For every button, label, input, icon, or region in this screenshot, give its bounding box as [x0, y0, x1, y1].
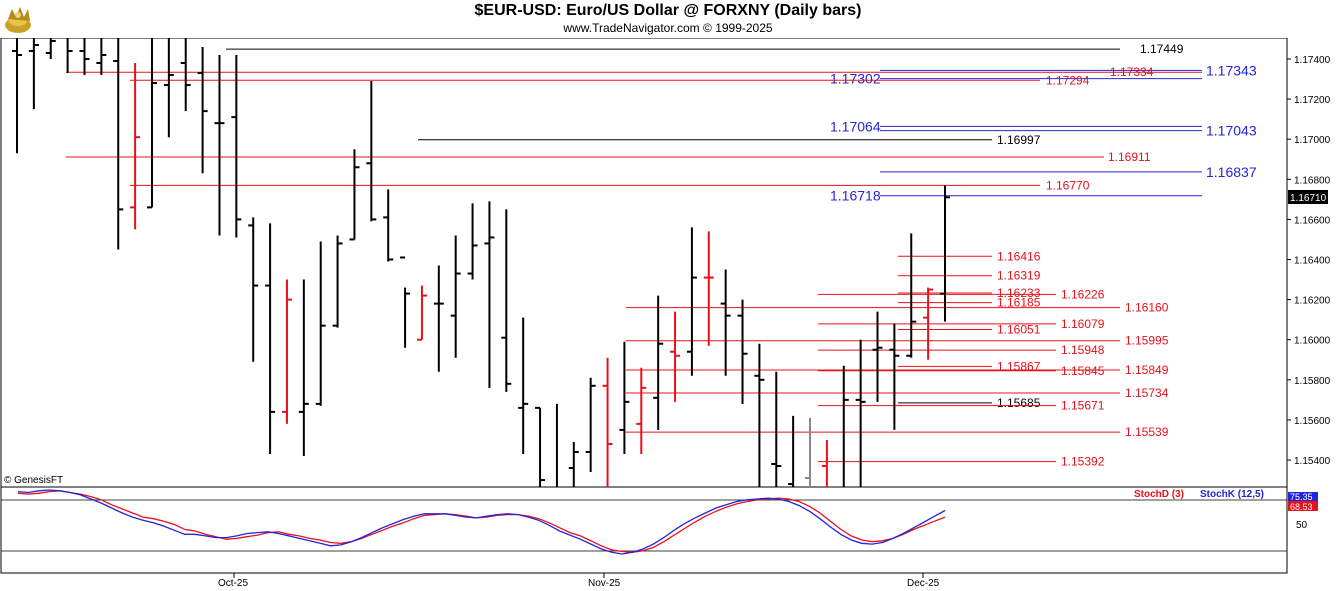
- price-tick-label: 1.15400: [1294, 456, 1331, 467]
- level-label: 1.17043: [1206, 123, 1257, 139]
- price-panel: [0, 37, 1288, 488]
- level-label: 1.16051: [997, 322, 1041, 336]
- level-label: 1.15734: [1125, 386, 1169, 400]
- chart-subtitle: www.TradeNavigator.com © 1999-2025: [563, 21, 773, 35]
- level-label: 1.15539: [1125, 425, 1169, 439]
- price-tick-label: 1.16200: [1294, 296, 1331, 307]
- level-label: 1.15948: [1061, 343, 1105, 357]
- level-label: 1.15671: [1061, 399, 1105, 413]
- price-tick-label: 1.16400: [1294, 256, 1331, 267]
- date-axis-ticks: Oct-25 Nov-25 Dec-25: [218, 573, 940, 589]
- level-label: 1.16416: [997, 249, 1041, 263]
- level-label: 1.15849: [1125, 363, 1169, 377]
- level-label: 1.17343: [1206, 62, 1257, 78]
- level-label: 1.16160: [1125, 301, 1169, 315]
- trading-bull-logo: [5, 7, 31, 33]
- level-label: 1.17302: [830, 71, 881, 87]
- level-lines: 1.17449 1.17343 1.17334 1.17302 1.17294 1.170…: [66, 42, 1257, 469]
- level-label: 1.16185: [997, 296, 1041, 310]
- level-label: 1.17064: [830, 118, 881, 134]
- level-label: 1.17334: [1110, 65, 1154, 79]
- price-tick-label: 1.17400: [1294, 55, 1331, 66]
- level-label: 1.15685: [997, 396, 1041, 410]
- stochk-last-box: [1288, 492, 1318, 501]
- stochastic-lines: [17, 489, 946, 555]
- level-label: 1.16233: [997, 286, 1041, 300]
- date-tick-label: Dec-25: [907, 578, 940, 589]
- level-label: 1.15845: [1061, 364, 1105, 378]
- indicator-panel: [0, 486, 1288, 574]
- level-label: 1.17449: [1140, 42, 1184, 56]
- last-price-box: [1288, 190, 1328, 204]
- stoch-50-tick: 50: [1296, 520, 1308, 531]
- level-label: 1.16718: [830, 188, 881, 204]
- price-tick-label: 1.16600: [1294, 215, 1331, 226]
- stochd-last-box: [1288, 501, 1318, 511]
- stochk-legend: StochK (12,5): [1200, 489, 1264, 500]
- stochd-last-value: 68.53: [1290, 502, 1313, 512]
- level-label: 1.16319: [997, 269, 1041, 283]
- price-tick-label: 1.15800: [1294, 376, 1331, 387]
- stoch-line: [17, 489, 946, 555]
- level-label: 1.15392: [1061, 455, 1105, 469]
- price-tick-label: 1.16800: [1294, 175, 1331, 186]
- chart-header: $EUR-USD: Euro/US Dollar @ FORXNY (Daily…: [0, 0, 1336, 38]
- level-label: 1.16911: [1108, 150, 1151, 164]
- level-label: 1.16770: [1046, 178, 1090, 192]
- price-bars: [12, 38, 950, 487]
- level-label: 1.17294: [1046, 73, 1090, 87]
- stochk-last-value: 75.35: [1290, 492, 1313, 502]
- level-label: 1.16997: [997, 133, 1041, 147]
- level-label: 1.16079: [1061, 317, 1105, 331]
- price-tick-label: 1.16000: [1294, 336, 1331, 347]
- date-tick-label: Nov-25: [588, 578, 621, 589]
- price-tick-label: 1.15600: [1294, 416, 1331, 427]
- price-axis-ticks: 1.15400 1.15600 1.15800 1.16000 1.16200 1.164…: [1287, 55, 1331, 467]
- stochd-legend: StochD (3): [1134, 489, 1184, 500]
- level-label: 1.15995: [1125, 334, 1169, 348]
- price-tick-label: 1.17000: [1294, 135, 1331, 146]
- date-tick-label: Oct-25: [218, 578, 248, 589]
- level-label: 1.16226: [1061, 287, 1105, 301]
- chart-title: $EUR-USD: Euro/US Dollar @ FORXNY (Daily…: [474, 2, 862, 19]
- level-label: 1.16837: [1206, 164, 1257, 180]
- last-price-label: 1.16710: [1290, 193, 1327, 204]
- watermark: © GenesisFT: [4, 475, 63, 486]
- price-tick-label: 1.17200: [1294, 95, 1331, 106]
